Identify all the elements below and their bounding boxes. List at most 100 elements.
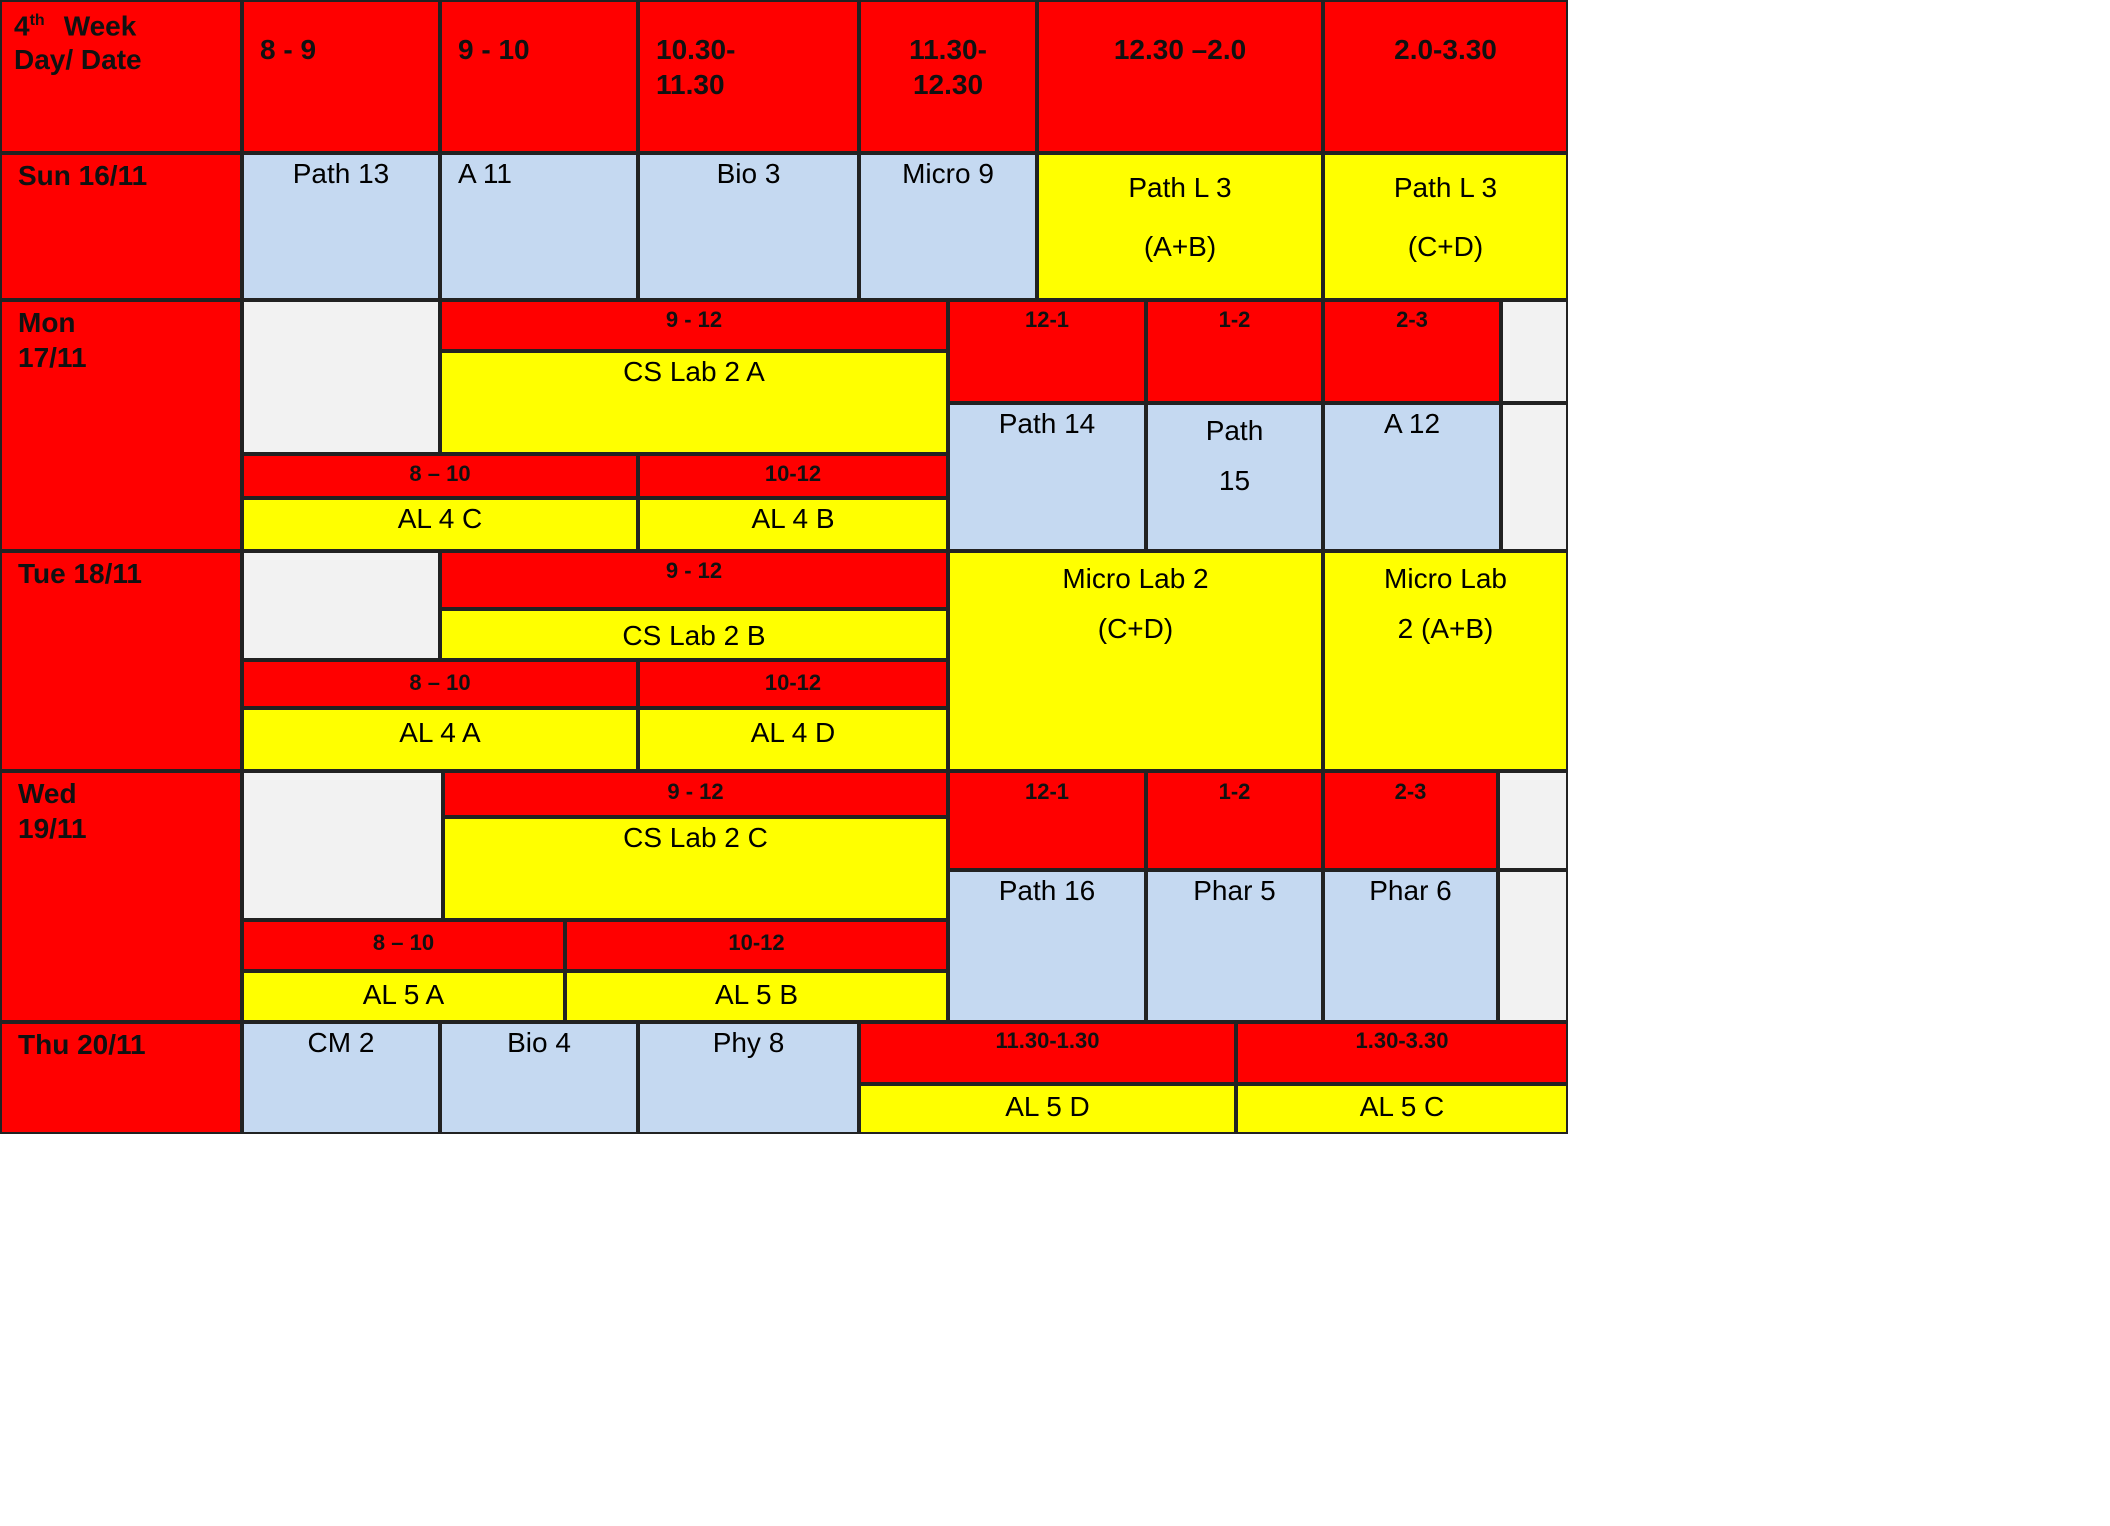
thu-al-2-text: AL 5 C — [1359, 1091, 1445, 1122]
mon-al-time-2: 10-12 — [638, 454, 948, 498]
week-word: Week — [63, 10, 137, 42]
sun-cell-5-text: Path L 3 (A+B) — [1128, 172, 1232, 262]
thu-al-1-text: AL 5 D — [1005, 1091, 1090, 1122]
mon-time-3: 2-3 — [1323, 300, 1501, 403]
mon-cell-1-text: Path 14 — [998, 408, 1096, 439]
thu-al-time-2-text: 1.30-3.30 — [1355, 1028, 1449, 1053]
sun-cell-4-text: Micro 9 — [902, 158, 994, 189]
thu-al-time-1-text: 11.30-1.30 — [995, 1028, 1100, 1053]
mon-lab: CS Lab 2 A — [440, 351, 948, 454]
wed-lab-time-text: 9 - 12 — [667, 779, 724, 804]
mon-time-3-text: 2-3 — [1396, 307, 1428, 332]
sun-cell-3: Bio 3 — [638, 153, 859, 300]
mon-al-time-1: 8 – 10 — [242, 454, 638, 498]
wed-al-2: AL 5 B — [565, 971, 948, 1022]
thu-al-2: AL 5 C — [1236, 1084, 1568, 1134]
thu-al-time-1: 11.30-1.30 — [859, 1022, 1236, 1084]
tue-lab: CS Lab 2 B — [440, 609, 948, 660]
wed-cell-2-text: Phar 5 — [1193, 875, 1276, 906]
mon-cell-2-text: Path 15 — [1205, 415, 1264, 496]
wed-al-1: AL 5 A — [242, 971, 565, 1022]
day-wed: Wed 19/11 — [0, 771, 242, 1022]
sun-cell-4: Micro 9 — [859, 153, 1037, 300]
day-wed-text: Wed 19/11 — [18, 778, 87, 844]
tue-micro-2: Micro Lab 2 (A+B) — [1323, 551, 1568, 771]
mon-al-2: AL 4 B — [638, 498, 948, 551]
header-slot-2-text: 9 - 10 — [458, 34, 530, 65]
tue-al-2-text: AL 4 D — [750, 717, 836, 748]
mon-cell-3-text: A 12 — [1383, 408, 1441, 439]
mon-pad — [1501, 403, 1568, 551]
wed-al-1-text: AL 5 A — [362, 979, 445, 1010]
mon-cell-1: Path 14 — [948, 403, 1146, 551]
mon-al-1-text: AL 4 C — [397, 503, 483, 534]
week-ordinal: th — [29, 12, 45, 29]
wed-lab: CS Lab 2 C — [443, 817, 948, 920]
wed-al-time-2: 10-12 — [565, 920, 948, 971]
tue-al-1-text: AL 4 A — [399, 717, 481, 748]
header-slot-3: 10.30- 11.30 — [638, 0, 859, 153]
wed-al-time-1-text: 8 – 10 — [372, 930, 435, 955]
sun-cell-6: Path L 3 (C+D) — [1323, 153, 1568, 300]
mon-time-1: 12-1 — [948, 300, 1146, 403]
thu-al-time-2: 1.30-3.30 — [1236, 1022, 1568, 1084]
thu-cell-2: Bio 4 — [440, 1022, 638, 1134]
header-slot-5-text: 12.30 –2.0 — [1113, 34, 1247, 65]
tue-al-time-2-text: 10-12 — [764, 670, 822, 695]
tue-al-time-1: 8 – 10 — [242, 660, 638, 708]
tue-micro-1-text: Micro Lab 2 (C+D) — [1062, 563, 1209, 644]
wed-cell-3-text: Phar 6 — [1369, 875, 1452, 906]
tue-micro-1: Micro Lab 2 (C+D) — [948, 551, 1323, 771]
tue-al-1: AL 4 A — [242, 708, 638, 771]
sun-cell-2-text: A 11 — [458, 158, 512, 189]
week-label: 4th Week Day/ Date — [2, 2, 240, 75]
wed-time-2-text: 1-2 — [1218, 779, 1251, 804]
wed-time-3: 2-3 — [1323, 771, 1498, 870]
mon-al-2-text: AL 4 B — [751, 503, 835, 534]
day-tue: Tue 18/11 — [0, 551, 242, 771]
mon-lab-text: CS Lab 2 A — [623, 356, 765, 387]
tue-al-time-1-text: 8 – 10 — [409, 670, 471, 695]
wed-pad — [1498, 870, 1568, 1022]
sun-cell-1-text: Path 13 — [292, 158, 390, 189]
tue-lab-time: 9 - 12 — [440, 551, 948, 609]
wed-lab-time: 9 - 12 — [443, 771, 948, 817]
sun-cell-2: A 11 — [440, 153, 638, 300]
thu-al-1: AL 5 D — [859, 1084, 1236, 1134]
thu-cell-3-text: Phy 8 — [712, 1027, 785, 1058]
week-number: 4 — [14, 10, 30, 42]
header-slot-1-text: 8 - 9 — [260, 34, 317, 65]
day-sun: Sun 16/11 — [0, 153, 242, 300]
wed-cell-3: Phar 6 — [1323, 870, 1498, 1022]
header-slot-2: 9 - 10 — [440, 0, 638, 153]
wed-cell-2: Phar 5 — [1146, 870, 1323, 1022]
wed-al-time-1: 8 – 10 — [242, 920, 565, 971]
mon-pad-top — [1501, 300, 1568, 403]
mon-time-2-text: 1-2 — [1218, 307, 1251, 332]
header-slot-6: 2.0-3.30 — [1323, 0, 1568, 153]
wed-time-2: 1-2 — [1146, 771, 1323, 870]
mon-al-1: AL 4 C — [242, 498, 638, 551]
mon-al-time-2-text: 10-12 — [764, 461, 822, 486]
tue-micro-2-text: Micro Lab 2 (A+B) — [1384, 563, 1507, 644]
thu-cell-3: Phy 8 — [638, 1022, 859, 1134]
wed-cell-1: Path 16 — [948, 870, 1146, 1022]
wed-time-3-text: 2-3 — [1394, 779, 1427, 804]
wed-lab-text: CS Lab 2 C — [623, 822, 768, 853]
tue-lab-text: CS Lab 2 B — [622, 620, 766, 651]
mon-lab-time: 9 - 12 — [440, 300, 948, 351]
day-mon: Mon 17/11 — [0, 300, 242, 551]
header-slot-5: 12.30 –2.0 — [1037, 0, 1323, 153]
thu-cell-2-text: Bio 4 — [507, 1027, 571, 1058]
tue-lab-time-text: 9 - 12 — [665, 558, 723, 583]
header-corner: 4th Week Day/ Date — [0, 0, 242, 153]
thu-cell-1: CM 2 — [242, 1022, 440, 1134]
header-slot-1: 8 - 9 — [242, 0, 440, 153]
sun-cell-1: Path 13 — [242, 153, 440, 300]
mon-al-time-1-text: 8 – 10 — [409, 461, 471, 486]
mon-lab-time-text: 9 - 12 — [665, 307, 723, 332]
sun-cell-5: Path L 3 (A+B) — [1037, 153, 1323, 300]
tue-al-time-2: 10-12 — [638, 660, 948, 708]
thu-cell-1-text: CM 2 — [307, 1027, 375, 1058]
